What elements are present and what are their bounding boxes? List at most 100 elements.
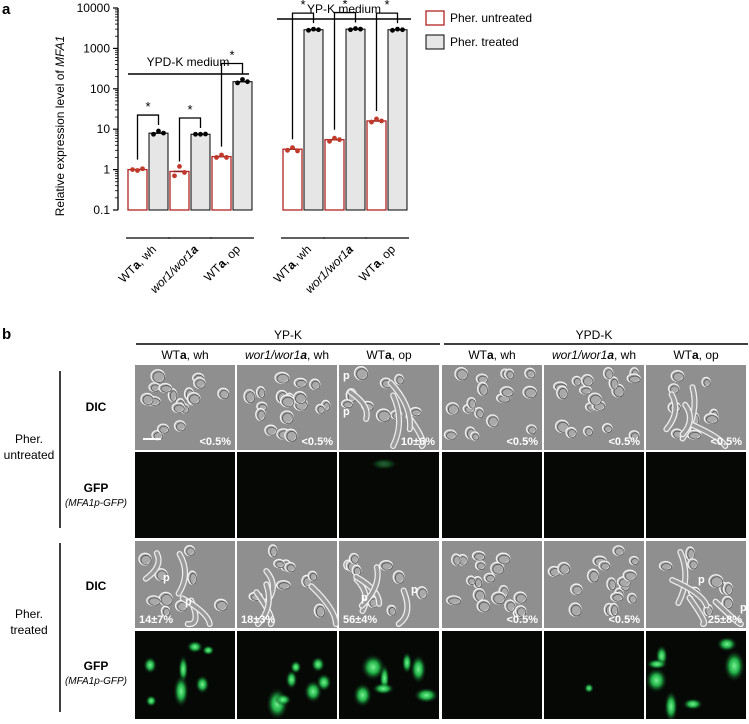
yeast-cell — [394, 373, 404, 385]
column-header-mating-type: a — [180, 348, 187, 362]
mating-projection-inner — [388, 381, 412, 431]
data-point — [316, 27, 321, 33]
y-tick-label: 1 — [103, 163, 110, 177]
cell-shadow — [689, 560, 698, 570]
p-marker: p — [343, 370, 350, 382]
cell-shadow — [394, 572, 405, 584]
cell-shadow — [631, 558, 639, 565]
cell-shadow — [418, 588, 428, 599]
percent-label: <0.5% — [200, 436, 232, 448]
cell-shadow — [286, 564, 296, 573]
column-header-mating-type: a — [692, 348, 699, 362]
cell-shadow — [216, 600, 228, 611]
yeast-cell — [524, 367, 536, 379]
cell-shadow — [162, 607, 170, 617]
bar-untreated — [282, 148, 303, 211]
mating-projection-inner — [396, 588, 410, 626]
cell-shadow — [661, 563, 673, 571]
cell-shadow — [628, 375, 641, 383]
yeast-cell — [474, 406, 484, 419]
gfp-untreated-tile — [237, 452, 337, 538]
cell-shadow — [629, 594, 637, 604]
gfp-signal — [145, 695, 157, 707]
bar-untreated — [127, 168, 148, 211]
data-point — [337, 137, 342, 143]
yeast-cell — [571, 375, 582, 386]
gfp-signal — [682, 698, 704, 711]
cell-shadow — [411, 409, 422, 417]
y-tick-label: 0.1 — [93, 203, 110, 217]
percent-label: <0.5% — [507, 436, 539, 448]
data-point — [295, 148, 300, 154]
percent-label: <0.5% — [711, 436, 743, 448]
medium-label-ypk: YP-K — [274, 328, 302, 342]
cell-shadow — [343, 401, 353, 409]
row-label-dic-treated: DIC — [86, 579, 107, 593]
column-header-suffix: , wh — [187, 348, 209, 362]
yeast-cell — [217, 387, 230, 400]
significance-bracket — [291, 12, 315, 140]
yeast-cell — [466, 396, 477, 409]
gfp-treated-tile — [645, 631, 746, 723]
cell-shadow — [703, 379, 711, 387]
gfp-signal — [370, 458, 398, 470]
bar-treated — [387, 29, 408, 211]
mating-projection-inner — [391, 393, 401, 448]
bar-untreated — [211, 155, 232, 211]
panel-b-label: b — [2, 326, 11, 343]
yeast-cell — [687, 558, 698, 570]
mating-projection-inner — [670, 578, 709, 608]
cell-shadow — [516, 607, 527, 617]
cell-shadow — [148, 597, 161, 606]
data-point — [374, 116, 379, 122]
gfp-signal — [584, 683, 594, 694]
percent-label: 56±4% — [343, 614, 377, 626]
data-point — [214, 155, 219, 160]
cell-shadow — [612, 594, 624, 602]
y-axis-label: Relative expression level of MFA1 — [53, 36, 67, 217]
yeast-cell — [284, 561, 296, 573]
percent-label: <0.5% — [609, 614, 641, 626]
yeast-cell — [525, 424, 537, 435]
yeast-cell — [470, 431, 480, 441]
column-header: WTa, op — [673, 348, 719, 362]
data-point — [135, 168, 140, 173]
cell-shadow — [476, 409, 484, 419]
cell-shadow — [276, 373, 290, 384]
dic-untreated-tile — [442, 365, 542, 450]
yeast-cell — [351, 564, 362, 577]
cell-shadow — [176, 422, 186, 432]
data-point — [182, 170, 187, 175]
data-point — [290, 145, 295, 151]
gfp-signal — [664, 690, 678, 723]
significance-star: * — [342, 0, 347, 12]
data-point — [130, 167, 135, 173]
column-header-part: WT — [673, 348, 692, 362]
cell-shadow — [396, 376, 404, 385]
bar-treated — [190, 133, 211, 211]
gfp-signal — [372, 682, 395, 695]
gfp-treated-tile — [135, 631, 235, 719]
cell-shadow — [378, 410, 391, 422]
cell-shadow — [600, 562, 611, 571]
cell-shadow — [705, 415, 719, 424]
y-axis: 0.1 1 10 100 1000 10000 — [77, 1, 119, 217]
gfp-background — [442, 631, 542, 719]
significance-brackets: * * * * * * — [136, 0, 399, 162]
cell-shadow — [585, 428, 593, 436]
legend: Pher. untreated Pher. treated — [425, 10, 532, 50]
cell-shadow — [456, 369, 468, 381]
gfp-signal — [360, 653, 386, 681]
cell-shadow — [492, 563, 504, 575]
column-header: WTa, wh — [468, 348, 515, 362]
dic-untreated-tile — [135, 365, 235, 450]
x-category-label: WTa, wh — [271, 242, 314, 285]
cell-shadow — [488, 416, 499, 428]
yeast-cell — [156, 423, 170, 434]
significance-bracket — [220, 62, 244, 147]
cell-shadow — [725, 584, 733, 595]
p-marker: p — [740, 602, 747, 614]
cell-shadow — [173, 404, 185, 413]
dic-treated-tile — [544, 541, 644, 628]
significance-star: * — [145, 99, 150, 114]
